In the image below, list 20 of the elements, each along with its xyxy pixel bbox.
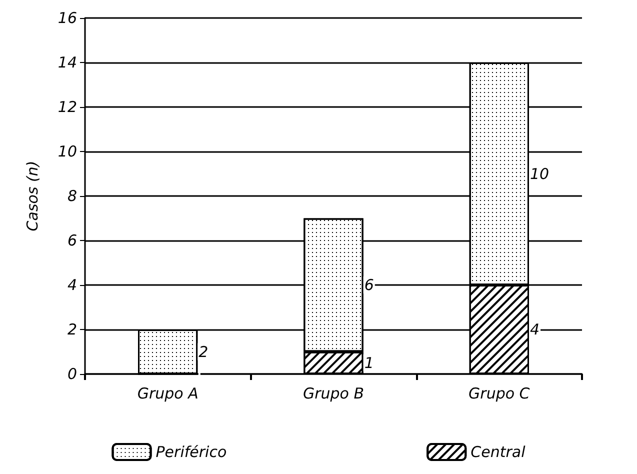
y-tick-label: 14 [58, 54, 77, 72]
data-label: 6 [364, 276, 374, 294]
y-tick-label: 8 [67, 187, 77, 205]
x-tick-label: Grupo C [468, 384, 530, 402]
legend-label: Periférico [156, 443, 227, 461]
y-tick-label: 2 [67, 320, 77, 338]
data-label: 1 [364, 354, 374, 372]
y-tick-label: 4 [67, 276, 77, 294]
legend-label: Central [470, 443, 526, 461]
y-tick-label: 6 [67, 232, 77, 250]
y-tick-label: 10 [58, 142, 77, 160]
data-label: 4 [530, 320, 540, 338]
x-tick-label: Grupo A [137, 384, 198, 402]
y-tick-label: 0 [67, 365, 77, 383]
y-axis-title: Casos (n) [24, 160, 42, 232]
data-label: 10 [530, 164, 550, 183]
y-tick-label: 12 [58, 98, 77, 116]
x-tick-label: Grupo B [302, 384, 364, 402]
y-tick-label: 16 [58, 9, 77, 27]
data-label: 2 [198, 342, 208, 361]
